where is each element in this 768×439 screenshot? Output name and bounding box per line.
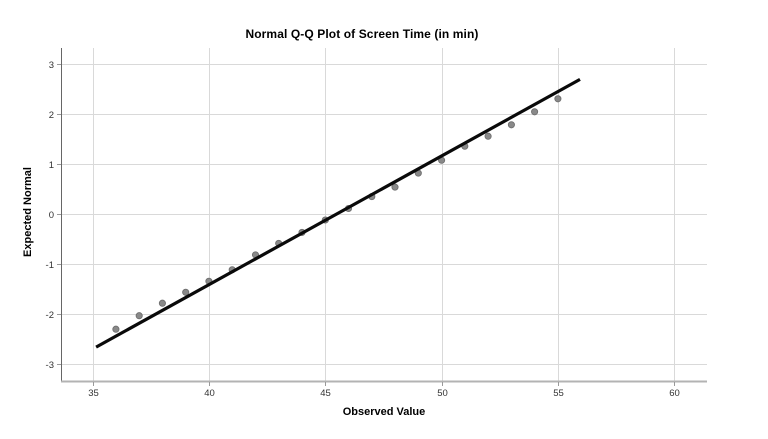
reference-line [95, 77, 581, 349]
data-point [484, 132, 492, 140]
data-point [507, 121, 515, 129]
x-axis-label: Observed Value [342, 406, 426, 418]
x-tick-label: 45 [320, 388, 331, 399]
y-tick-label: -2 [46, 310, 54, 321]
y-tick-label: 0 [49, 210, 54, 221]
x-tick-label: 60 [669, 388, 680, 399]
data-point [112, 325, 120, 333]
data-point [531, 108, 539, 116]
data-point [135, 312, 143, 320]
y-tick-label: -1 [46, 260, 54, 271]
y-tick-label: 3 [49, 60, 54, 71]
x-tick-label: 50 [437, 388, 448, 399]
x-tick-label: 40 [204, 388, 215, 399]
data-point [158, 299, 166, 307]
data-point [182, 288, 190, 296]
data-point [391, 183, 399, 191]
y-tick-label: -3 [46, 360, 54, 371]
chart-title: Normal Q-Q Plot of Screen Time (in min) [245, 27, 479, 41]
data-point [554, 95, 562, 103]
y-tick-label: 1 [49, 160, 54, 171]
x-tick-label: 35 [88, 388, 99, 399]
x-tick-label: 55 [553, 388, 564, 399]
y-tick-label: 2 [49, 110, 54, 121]
